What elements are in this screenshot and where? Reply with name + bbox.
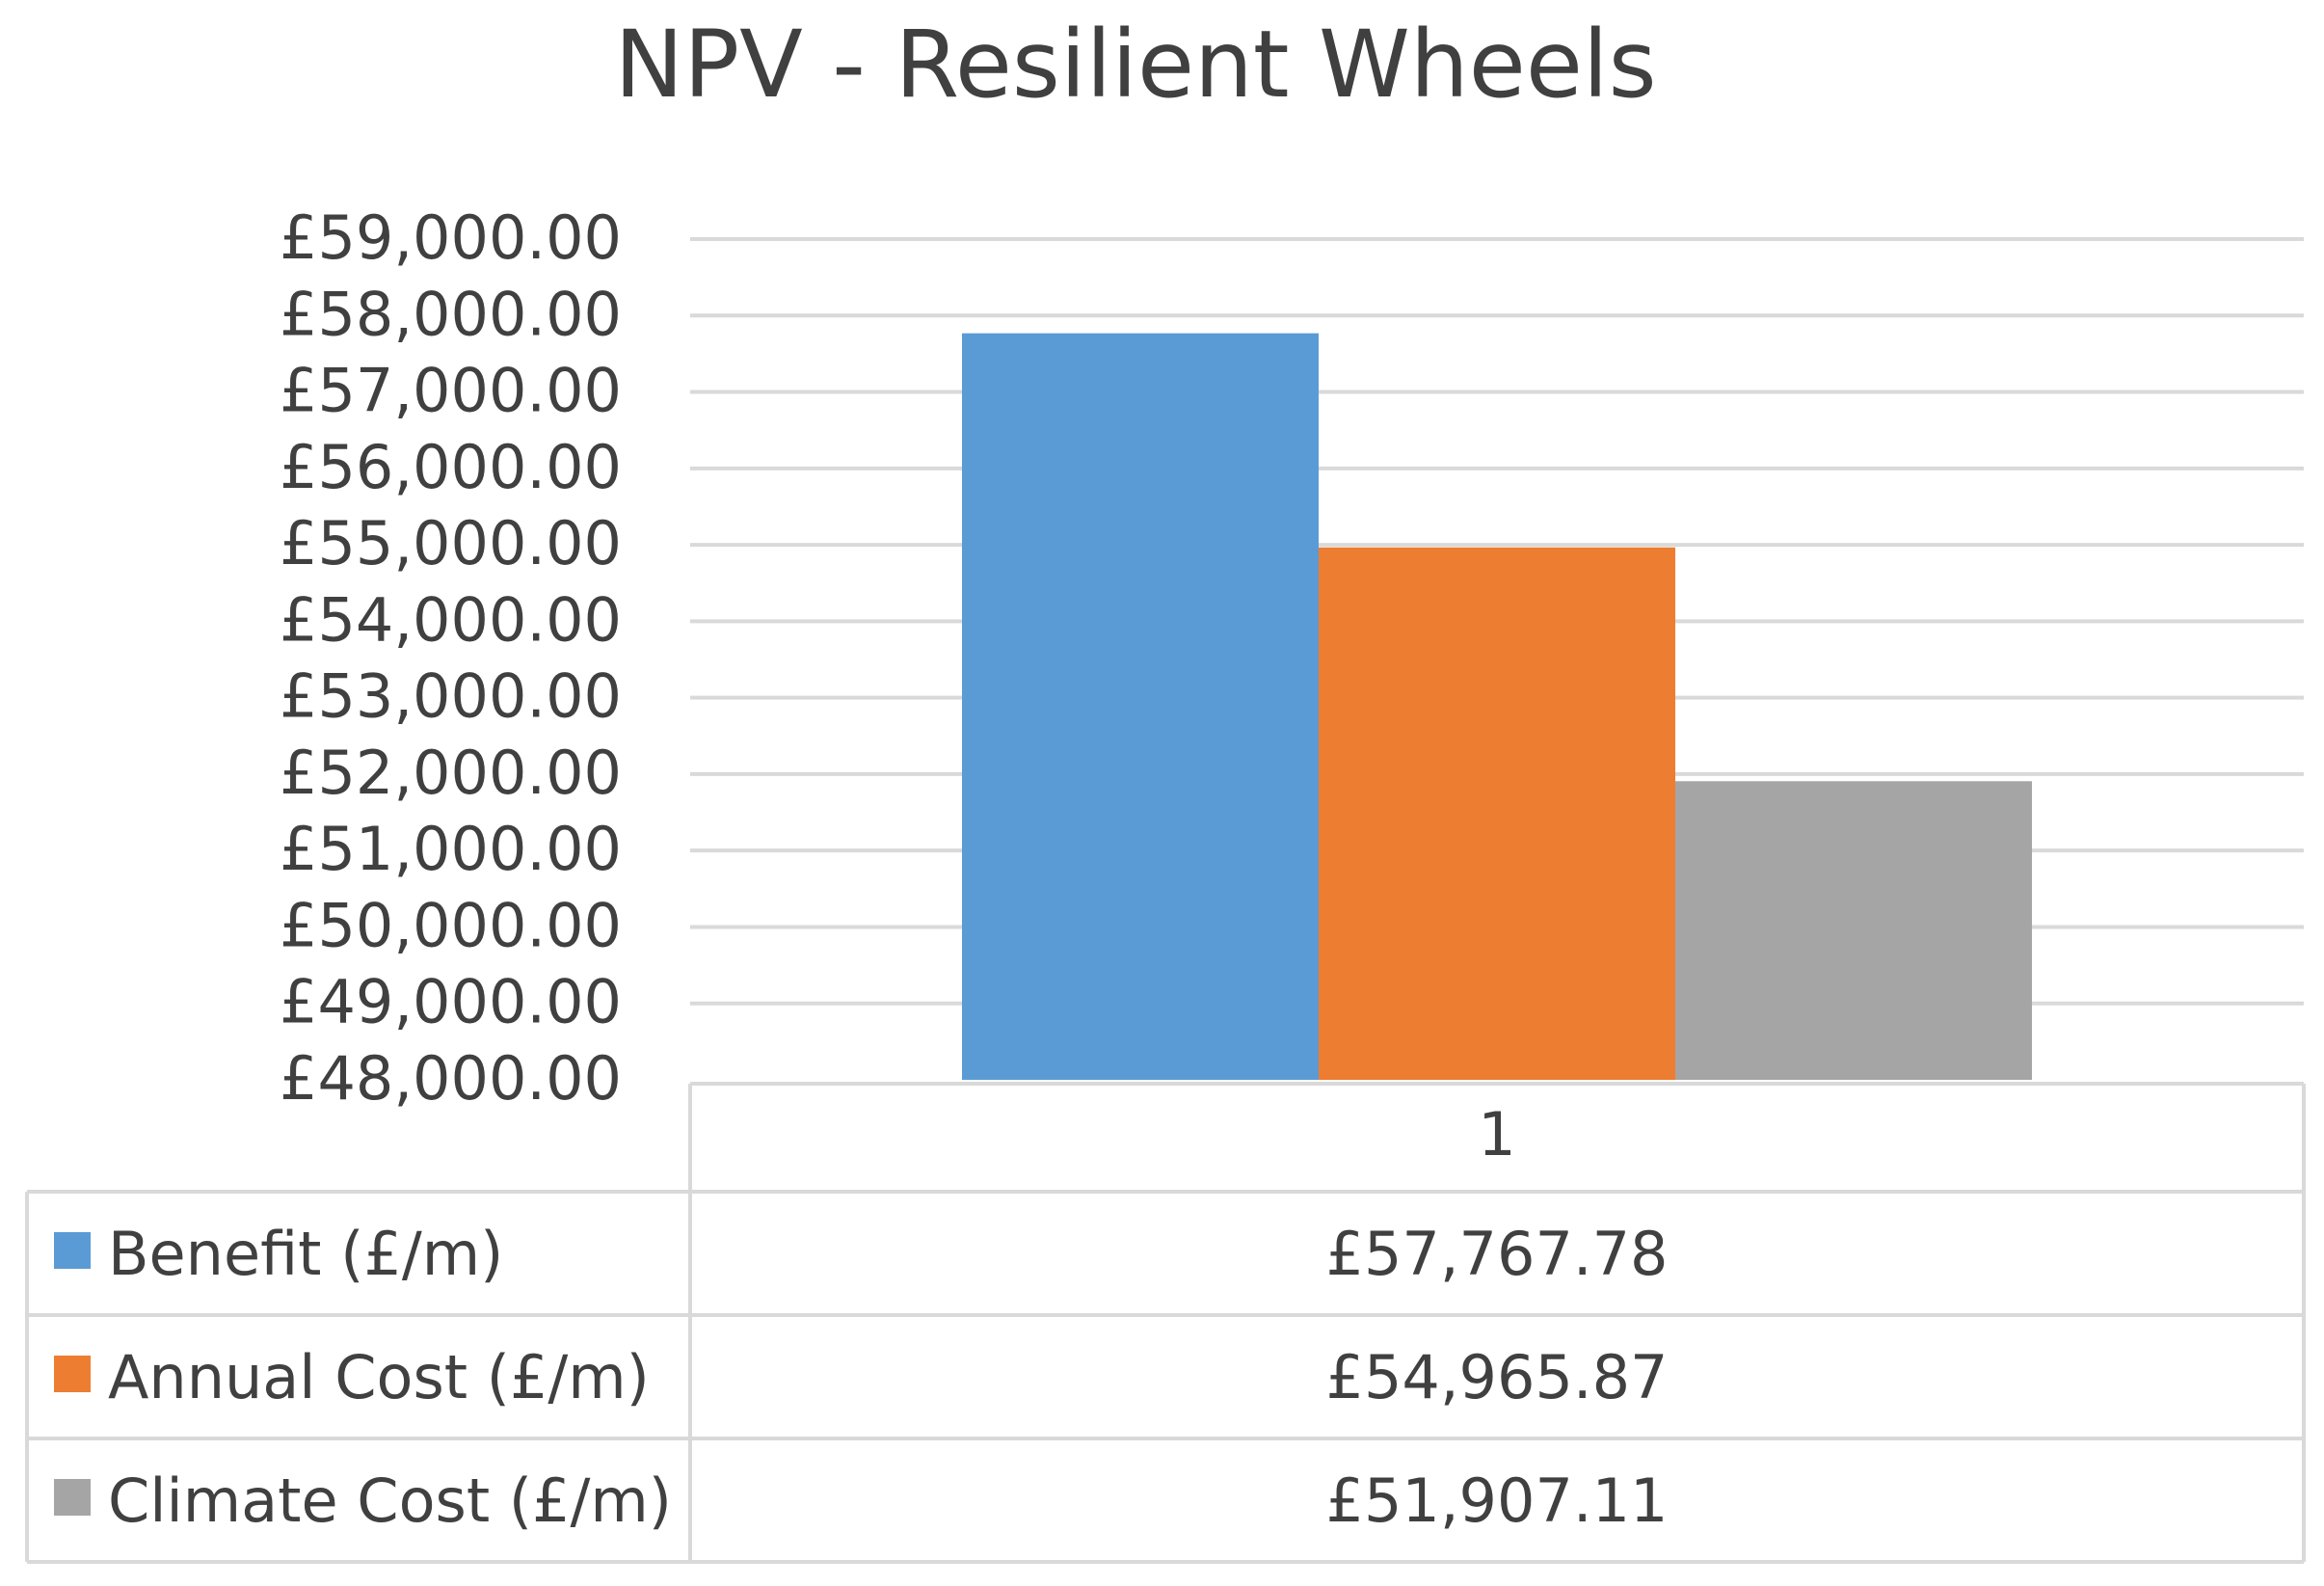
y-tick-label: £51,000.00 (280, 814, 622, 884)
y-tick-label: £50,000.00 (280, 890, 622, 960)
legend-key (54, 1356, 91, 1392)
bar (962, 333, 1319, 1081)
data-table: 1 Benefit (£/m) £57,767.78 Annual Cost (£/m… (25, 1082, 2306, 1564)
bar (1319, 547, 1675, 1080)
data-label: £54,965.87 (1326, 1342, 1669, 1412)
y-tick-label: £53,000.00 (280, 661, 622, 732)
legend-key (54, 1479, 91, 1516)
y-tick-label: £48,000.00 (280, 1043, 622, 1114)
legend-key (54, 1232, 91, 1269)
legend-label: Climate Cost (£/m) (108, 1465, 672, 1536)
y-axis-tick-labels: £59,000.00£58,000.00£57,000.00£56,000.00… (280, 202, 622, 1114)
bars (962, 333, 2032, 1081)
legend-label: Annual Cost (£/m) (108, 1342, 650, 1412)
bar (1675, 781, 2032, 1080)
y-tick-label: £52,000.00 (280, 738, 622, 808)
y-tick-label: £55,000.00 (280, 508, 622, 578)
y-tick-label: £56,000.00 (280, 432, 622, 502)
y-tick-label: £54,000.00 (280, 584, 622, 655)
category-label: 1 (1478, 1099, 1515, 1169)
y-tick-label: £58,000.00 (280, 279, 622, 349)
data-label: £57,767.78 (1326, 1219, 1669, 1289)
legend-label: Benefit (£/m) (108, 1219, 503, 1289)
y-tick-label: £59,000.00 (280, 202, 622, 273)
y-tick-label: £49,000.00 (280, 967, 622, 1037)
data-label: £51,907.11 (1326, 1465, 1669, 1536)
y-tick-label: £57,000.00 (280, 356, 622, 426)
chart-title: NPV - Resilient Wheels (614, 11, 1656, 119)
